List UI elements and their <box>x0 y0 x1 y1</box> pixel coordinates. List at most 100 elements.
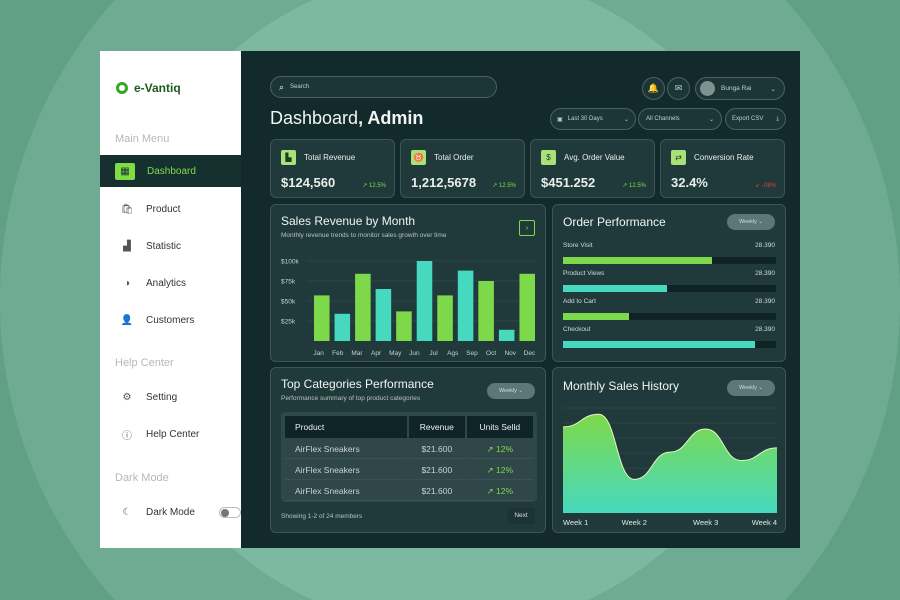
user-icon: 👤 <box>120 314 134 326</box>
export-csv-button[interactable]: Export CSV ⤓ <box>725 108 786 130</box>
notification-button[interactable]: 🔔 <box>642 77 665 100</box>
dark-mode-row: ☾ Dark Mode <box>100 496 241 528</box>
bar <box>375 289 392 341</box>
chart-icon: ▙ <box>281 150 296 165</box>
kpi-change-value: 12.5% <box>368 183 386 189</box>
pie-icon: ◑ <box>123 277 131 289</box>
x-tick-label: Week 2 <box>622 518 647 527</box>
column-header: Revenue <box>409 416 465 438</box>
kpi-header: ⇄ Conversion Rate <box>671 150 754 165</box>
chevron-down-icon: ⌄ <box>770 85 776 93</box>
section-main-menu: Main Menu <box>115 133 170 145</box>
metric-label: Add to Cart <box>563 298 596 305</box>
kpi-card: ▙ Total Revenue $124,560 ↗ 12.5% <box>270 139 395 198</box>
chevron-right-icon[interactable]: › <box>519 220 535 236</box>
section-help-center: Help Center <box>115 357 174 369</box>
export-label: Export CSV <box>732 116 764 122</box>
dollar-icon: $ <box>541 150 556 165</box>
x-tick-label: Jul <box>429 350 438 357</box>
bar <box>437 295 453 341</box>
kpi-title: Total Revenue <box>304 153 356 162</box>
revenue-cell: $21.600 <box>409 461 465 480</box>
monthly-sales-history-card: Monthly Sales History Weekly ⌄ Week 1 Wee… <box>552 367 786 533</box>
sales-revenue-card: Sales Revenue by Month Monthly revenue t… <box>270 204 546 362</box>
search-input[interactable]: ⌕ Search <box>270 76 497 98</box>
bar <box>457 270 474 341</box>
weekly-select[interactable]: Weekly ⌄ <box>727 380 775 396</box>
x-tick-label: Week 1 <box>563 518 588 527</box>
kpi-value: 1,212,5678 <box>411 175 477 190</box>
top-categories-card: Top Categories Performance Performance s… <box>270 367 546 533</box>
kpi-card: $ Avg. Order Value $451.252 ↗ 12.5% <box>530 139 655 198</box>
sidebar-item-analytics[interactable]: ◑ Analytics <box>100 267 241 299</box>
metric-value: 28.390 <box>755 270 775 277</box>
weekly-select[interactable]: Weekly ⌄ <box>487 383 535 399</box>
mail-icon: ✉ <box>674 83 683 93</box>
kpi-title: Avg. Order Value <box>564 153 625 162</box>
filter-label: Weekly <box>738 219 757 225</box>
area-chart: Week 1 Week 2 Week 3 Week 4 <box>562 407 778 527</box>
y-tick-label: $50k <box>281 299 296 306</box>
progress-track <box>563 257 776 264</box>
area-line <box>562 413 778 480</box>
sidebar-item-product[interactable]: 🛍 Product <box>100 193 241 225</box>
chevron-down-icon: ⌄ <box>623 116 629 123</box>
progress-track <box>563 313 776 320</box>
progress-fill <box>563 257 713 264</box>
next-button[interactable]: Next <box>507 508 535 524</box>
chart-icon: ▟ <box>123 240 131 252</box>
column-header: Product <box>285 416 408 438</box>
pagination-info: Showing 1-2 of 24 members <box>281 513 363 520</box>
kpi-title: Conversion Rate <box>694 153 754 162</box>
metric-value: 28.390 <box>755 326 775 333</box>
x-tick-label: Nov <box>504 350 516 357</box>
card-title: Top Categories Performance <box>281 377 434 391</box>
mail-button[interactable]: ✉ <box>667 77 690 100</box>
sidebar-item-dashboard[interactable]: ▦ Dashboard <box>100 155 241 187</box>
arrow-down-left-icon: ↙ <box>755 183 761 189</box>
weekly-select[interactable]: Weekly ⌄ <box>727 214 775 230</box>
conversion-icon: ⇄ <box>671 150 686 165</box>
kpi-value: $124,560 <box>281 175 336 190</box>
dark-mode-toggle[interactable] <box>218 506 241 518</box>
column-header: Units Selld <box>466 416 533 438</box>
y-tick-label: $25k <box>281 319 296 326</box>
label: Statistic <box>146 240 182 252</box>
bag-icon: 🛍 <box>120 203 134 215</box>
x-tick-label: Jan <box>313 350 324 357</box>
label: Dark Mode <box>146 506 195 518</box>
grid-icon: ▦ <box>115 162 135 180</box>
metric-value: 28.390 <box>755 242 775 249</box>
units-value: 12% <box>496 464 514 475</box>
sidebar-item-customers[interactable]: 👤 Customers <box>100 304 241 336</box>
product-cell: AirFlex Sneakers <box>285 461 408 480</box>
user-name: Bunga Rai <box>721 85 752 92</box>
units-cell: ↗ 12% <box>466 440 533 459</box>
sidebar-item-statistic[interactable]: ▟ Statistic <box>100 230 241 262</box>
bell-icon: 🔔 <box>647 83 660 93</box>
x-tick-label: Ags <box>447 350 459 357</box>
search-placeholder: Search <box>290 84 310 90</box>
kpi-title: Total Order <box>434 153 474 162</box>
sidebar: e-Vantiq Main Menu ▦ Dashboard 🛍 Product ▟… <box>100 51 241 548</box>
sidebar-item-setting[interactable]: ⚙ Setting <box>100 381 241 413</box>
card-subtitle: Monthly revenue trends to monitor sales … <box>281 232 447 239</box>
x-tick-label: Week 4 <box>752 518 777 527</box>
card-subtitle: Performance summary of top product categ… <box>281 395 421 402</box>
bar <box>498 329 515 341</box>
date-range-select[interactable]: ▣ Last 30 Days ⌄ <box>550 108 636 130</box>
label: Setting <box>146 391 178 403</box>
kpi-change: ↗ 12.5% <box>622 182 646 189</box>
bag-icon: ♉ <box>411 150 426 165</box>
metric-label: Product Views <box>563 270 605 277</box>
x-tick-label: Apr <box>371 350 382 357</box>
kpi-change-value: 12.5% <box>498 183 516 189</box>
kpi-card: ⇄ Conversion Rate 32.4% ↙ -08% <box>660 139 785 198</box>
metric-value: 28.390 <box>755 298 775 305</box>
sidebar-item-help-center[interactable]: ⓘ Help Center <box>100 418 241 450</box>
kpi-header: ▙ Total Revenue <box>281 150 355 165</box>
channel-select[interactable]: All Channels ⌄ <box>638 108 722 130</box>
bar <box>334 313 351 341</box>
user-menu[interactable]: Bunga Rai ⌄ <box>695 77 785 100</box>
x-tick-label: Oct <box>486 350 496 357</box>
